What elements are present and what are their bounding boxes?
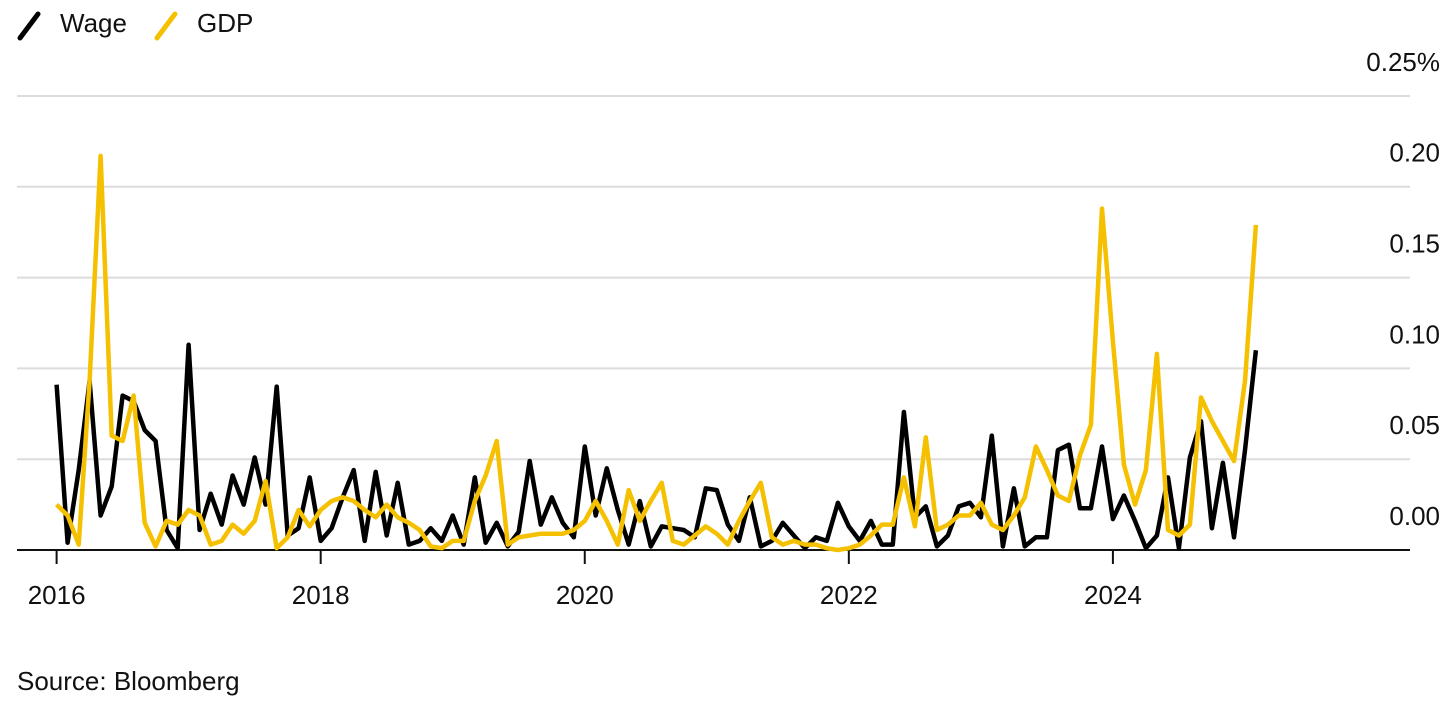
- source-note: Source: Bloomberg: [17, 666, 240, 696]
- x-tick-label: 2024: [1084, 580, 1142, 610]
- x-tick-label: 2022: [820, 580, 878, 610]
- y-tick-label: 0.10: [1389, 319, 1440, 349]
- y-tick-label: 0.15: [1389, 228, 1440, 258]
- legend-label: GDP: [197, 8, 253, 38]
- legend-label: Wage: [60, 8, 127, 38]
- series-line: [55, 153, 1259, 553]
- x-tick-label: 2018: [292, 580, 350, 610]
- y-tick-label: 0.20: [1389, 138, 1440, 168]
- series-line: [54, 342, 1259, 551]
- legend-swatch: [17, 11, 41, 41]
- y-tick-label: 0.05: [1389, 410, 1440, 440]
- y-tick-label: 0.00: [1389, 501, 1440, 531]
- y-tick-label: 0.25%: [1366, 47, 1440, 77]
- legend-swatch: [154, 11, 178, 41]
- x-tick-label: 2016: [28, 580, 86, 610]
- x-tick-label: 2020: [556, 580, 614, 610]
